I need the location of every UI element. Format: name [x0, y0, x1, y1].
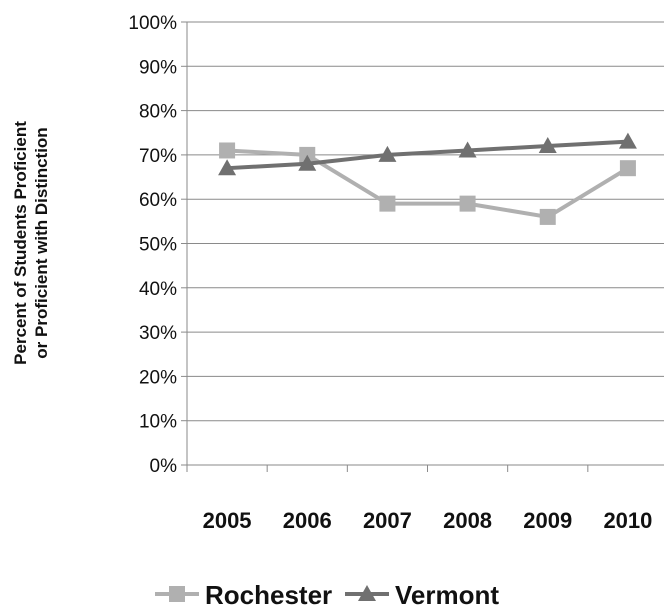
x-tick-label: 2007 — [363, 508, 412, 533]
legend-label-vermont: Vermont — [395, 580, 499, 610]
y-tick-label: 10% — [139, 412, 177, 433]
legend-item-vermont: Vermont — [345, 580, 499, 610]
legend-label-rochester: Rochester — [205, 580, 332, 610]
legend: Rochester Vermont — [155, 580, 499, 610]
y-tick-label: 20% — [139, 367, 177, 388]
y-tick-label: 40% — [139, 279, 177, 300]
data-point-vermont — [458, 141, 477, 158]
y-tick-label: 30% — [139, 323, 177, 344]
x-tick-label: 2006 — [283, 508, 332, 533]
y-tick-label: 70% — [139, 146, 177, 167]
data-point-rochester — [459, 195, 476, 212]
y-tick-label: 0% — [150, 456, 178, 477]
axes — [181, 21, 664, 472]
x-tick-label: 2005 — [203, 508, 252, 533]
data-point-vermont — [298, 154, 317, 171]
y-tick-label: 80% — [139, 102, 177, 123]
data-point-vermont — [618, 132, 637, 149]
y-tick-label: 60% — [139, 190, 177, 211]
data-point-rochester — [619, 160, 636, 177]
series-line-vermont — [226, 139, 629, 171]
data-point-rochester — [539, 208, 556, 225]
y-tick-label: 100% — [128, 13, 177, 34]
data-point-vermont — [538, 137, 557, 154]
data-point-rochester — [219, 142, 236, 159]
series-vermont — [218, 132, 637, 176]
x-tick-labels: 2005 2006 2007 2008 2009 2010 — [203, 508, 653, 533]
y-tick-labels: 0% 10% 20% 30% 40% 50% 60% 70% 80% 90% 100% — [128, 13, 177, 477]
x-tick-label: 2009 — [523, 508, 572, 533]
series-line-rochester — [226, 148, 629, 219]
legend-marker-rochester — [169, 586, 185, 602]
x-tick-label: 2010 — [603, 508, 652, 533]
gridlines — [187, 21, 664, 422]
y-tick-label: 50% — [139, 235, 177, 256]
data-point-rochester — [379, 195, 396, 212]
data-point-vermont — [378, 145, 397, 162]
y-tick-label: 90% — [139, 57, 177, 78]
legend-item-rochester: Rochester — [155, 580, 332, 610]
legend-marker-vermont — [358, 585, 376, 601]
y-axis-title-line-1: Percent of Students Proficient — [11, 121, 30, 365]
series — [218, 132, 637, 225]
y-axis-title-line-2: or Proficient with Distinction — [32, 127, 51, 358]
data-point-vermont — [218, 159, 237, 176]
series-rochester — [219, 142, 636, 225]
x-tick-label: 2008 — [443, 508, 492, 533]
